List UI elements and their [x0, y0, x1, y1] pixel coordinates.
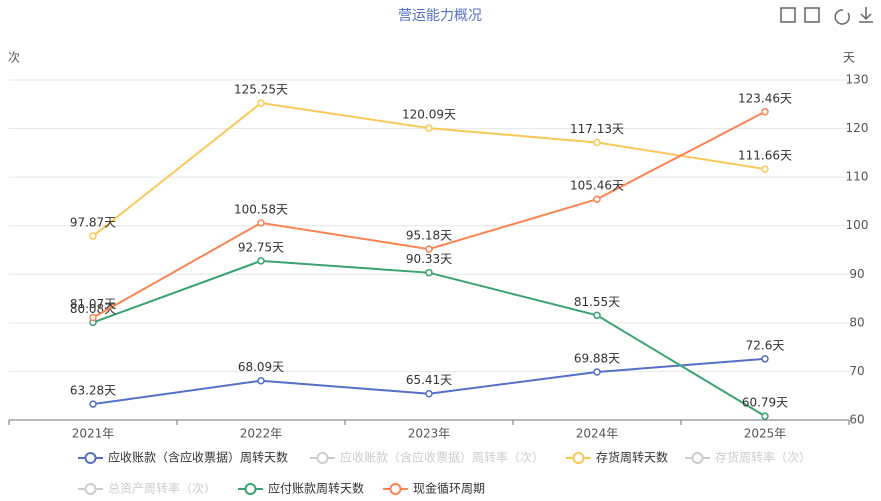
legend-label[interactable]: 总资产周转率（次） — [108, 481, 216, 496]
data-point — [593, 195, 601, 203]
data-point — [425, 268, 433, 277]
data-label: 123.46天 — [738, 91, 792, 105]
data-label: 60.79天 — [742, 396, 788, 410]
tool-save[interactable] — [859, 7, 873, 23]
data-point — [257, 257, 265, 265]
data-label: 65.41天 — [406, 373, 452, 387]
tool-restore[interactable] — [804, 7, 820, 23]
legend-icon — [691, 452, 704, 464]
data-label: 125.25天 — [234, 83, 288, 97]
tool-refresh[interactable] — [834, 9, 850, 25]
data-label: 100.58天 — [234, 202, 288, 216]
data-label: 97.87天 — [70, 216, 116, 230]
data-label: 117.13天 — [570, 122, 624, 136]
legend-icon — [84, 483, 97, 495]
legend-label[interactable]: 现金循环周期 — [413, 481, 485, 496]
legend-icon — [316, 452, 329, 464]
data-label: 105.46天 — [570, 179, 624, 193]
tool-data-view[interactable] — [780, 7, 796, 23]
legend-icon — [389, 483, 402, 495]
data-point — [761, 412, 769, 420]
data-point — [761, 108, 769, 116]
y2-tick-label: 60 — [849, 413, 864, 427]
data-label: 69.88天 — [574, 352, 620, 366]
data-label: 63.28天 — [70, 384, 116, 398]
legend-label[interactable]: 应付账款周转天数 — [268, 481, 364, 496]
legend-label[interactable]: 存货周转率（次） — [715, 450, 811, 465]
x-tick-label: 2024年 — [576, 427, 619, 441]
y2-axis-label: 天 — [843, 51, 855, 65]
x-tick-label: 2021年 — [72, 427, 115, 441]
chart-title: 营运能力概况 — [398, 8, 482, 24]
x-tick-label: 2022年 — [240, 427, 283, 441]
data-label: 90.33天 — [406, 252, 452, 266]
data-label: 72.6天 — [746, 338, 785, 352]
series-line — [92, 110, 766, 319]
data-point — [257, 219, 265, 227]
legend-label[interactable]: 应收账款（含应收票据）周转率（次） — [340, 450, 544, 465]
y2-tick-label: 90 — [849, 267, 864, 281]
series-line — [92, 102, 766, 237]
data-point — [257, 376, 265, 385]
data-point — [425, 245, 433, 253]
data-label: 120.09天 — [402, 108, 456, 122]
data-label: 80.08天 — [70, 302, 116, 316]
data-point — [425, 124, 433, 132]
data-point — [425, 389, 433, 398]
data-label: 111.66天 — [738, 149, 792, 163]
y-axis-label: 次 — [8, 51, 20, 65]
data-point — [593, 368, 601, 376]
x-tick-label: 2025年 — [744, 427, 787, 441]
legend-icon — [572, 452, 585, 464]
data-point — [257, 99, 265, 107]
data-label: 68.09天 — [238, 360, 284, 374]
data-point — [593, 138, 601, 147]
data-point — [593, 311, 601, 320]
legend-label[interactable]: 应收账款（含应收票据）周转天数 — [108, 450, 288, 465]
y2-tick-label: 80 — [849, 315, 864, 329]
y2-tick-label: 100 — [846, 218, 869, 232]
y2-tick-label: 70 — [849, 364, 864, 378]
data-point — [761, 355, 769, 363]
y2-tick-label: 120 — [846, 121, 869, 135]
data-point — [89, 232, 97, 240]
data-label: 95.18天 — [406, 229, 452, 243]
legend-icon — [244, 483, 257, 495]
data-label: 81.07天 — [70, 297, 116, 311]
data-point — [761, 165, 769, 173]
data-point — [89, 400, 97, 408]
data-label: 81.55天 — [574, 295, 620, 309]
x-tick-label: 2023年 — [408, 427, 451, 441]
legend-label[interactable]: 存货周转天数 — [596, 450, 668, 465]
data-label: 92.75天 — [238, 240, 284, 254]
toolbox[interactable] — [780, 7, 873, 25]
y2-tick-label: 130 — [846, 73, 869, 87]
data-point — [89, 313, 97, 322]
legend-icon — [84, 452, 97, 464]
y2-tick-label: 110 — [846, 170, 869, 184]
